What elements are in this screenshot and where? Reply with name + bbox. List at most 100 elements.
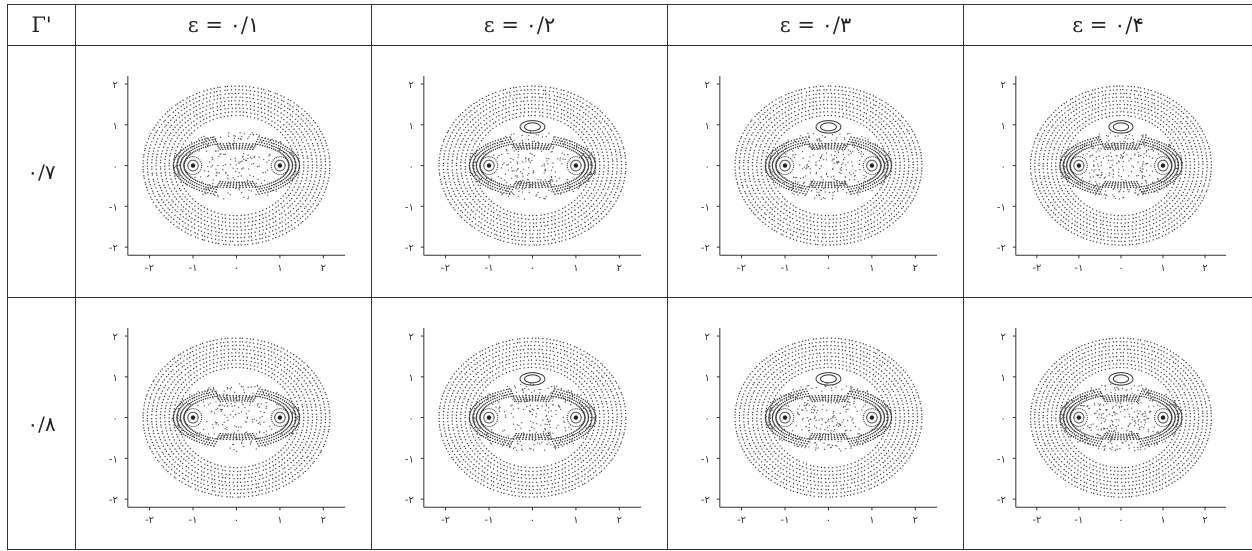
orbit-point bbox=[152, 192, 155, 194]
orbit-point bbox=[564, 106, 566, 108]
orbit-point bbox=[172, 111, 174, 113]
orbit-point bbox=[518, 239, 520, 242]
orbit-point bbox=[857, 232, 860, 234]
orbit-point bbox=[297, 208, 300, 210]
kam-point bbox=[284, 166, 286, 168]
orbit-point bbox=[834, 107, 837, 110]
table-row: ۰/۷ -۲ -۱ ۰ ۱ ۲ ۲ ۱ ۰ -۱ -۲ -۲ -۱ ۰ ۱ ۲ ۲ ۱ ۰ -۱ -۲ -۲ -۱ ۰ ۱… bbox=[7, 44, 1252, 299]
orbit-point bbox=[848, 98, 850, 101]
orbit-point bbox=[759, 192, 761, 195]
orbit-point bbox=[486, 179, 488, 182]
orbit-point bbox=[906, 151, 908, 153]
orbit-point bbox=[471, 131, 473, 134]
orbit-point bbox=[600, 212, 603, 215]
orbit-point bbox=[909, 145, 911, 147]
orbit-point bbox=[456, 175, 459, 177]
orbit-point bbox=[834, 85, 837, 88]
orbit-point bbox=[496, 204, 498, 207]
orbit-point bbox=[564, 102, 566, 104]
chaos-point bbox=[294, 160, 296, 162]
chaos-point bbox=[553, 184, 556, 186]
orbit-point bbox=[316, 161, 318, 163]
orbit-point bbox=[762, 221, 764, 223]
orbit-point bbox=[156, 206, 158, 208]
orbit-point bbox=[857, 240, 859, 242]
orbit-point bbox=[188, 129, 190, 131]
orbit-point bbox=[816, 104, 818, 106]
orbit-point bbox=[528, 148, 531, 150]
orbit-point bbox=[438, 165, 440, 167]
orbit-point bbox=[589, 142, 591, 145]
orbit-point bbox=[538, 85, 540, 87]
chaos-point bbox=[208, 188, 210, 191]
orbit-point bbox=[554, 141, 557, 143]
kam-point bbox=[582, 159, 584, 161]
orbit-point bbox=[819, 100, 821, 102]
orbit-point bbox=[476, 168, 478, 171]
orbit-point bbox=[457, 212, 459, 215]
orbit-point bbox=[514, 182, 516, 185]
kam-point bbox=[275, 156, 277, 159]
orbit-point bbox=[196, 101, 198, 103]
orbit-point bbox=[223, 104, 225, 107]
orbit-point bbox=[869, 102, 872, 104]
orbit-point bbox=[465, 153, 468, 155]
kam-point bbox=[194, 156, 196, 158]
chaos-point bbox=[223, 153, 225, 156]
orbit-point bbox=[163, 184, 165, 186]
orbit-point bbox=[517, 217, 519, 219]
kam-point bbox=[183, 166, 186, 169]
orbit-point bbox=[188, 185, 191, 187]
orbit-point bbox=[248, 184, 250, 187]
orbit-point bbox=[246, 108, 248, 110]
orbit-point bbox=[887, 103, 889, 106]
orbit-point bbox=[169, 126, 171, 128]
orbit-point bbox=[750, 134, 753, 136]
kam-point bbox=[493, 164, 495, 167]
chaos-point bbox=[528, 157, 530, 160]
y-tick-label: ۱ bbox=[705, 121, 710, 132]
orbit-point bbox=[890, 144, 893, 147]
orbit-point bbox=[250, 228, 253, 230]
orbit-point bbox=[734, 169, 736, 171]
orbit-point bbox=[585, 136, 587, 139]
orbit-point bbox=[512, 143, 515, 145]
orbit-point bbox=[910, 182, 912, 184]
chaos-point bbox=[518, 154, 520, 156]
orbit-point bbox=[598, 220, 600, 222]
orbit-point bbox=[561, 240, 563, 242]
orbit-point bbox=[760, 168, 762, 171]
orbit-point bbox=[191, 226, 193, 228]
chaos-point bbox=[517, 195, 520, 197]
orbit-point bbox=[281, 147, 284, 149]
orbit-point bbox=[240, 244, 242, 246]
orbit-point bbox=[194, 215, 197, 217]
chaos-point bbox=[583, 181, 585, 183]
chaos-point bbox=[516, 175, 518, 177]
orbit-point bbox=[583, 212, 585, 214]
orbit-point bbox=[207, 228, 209, 231]
orbit-point bbox=[194, 232, 196, 234]
orbit-point bbox=[898, 141, 901, 144]
orbit-point bbox=[489, 106, 491, 109]
orbit-point bbox=[569, 183, 571, 186]
orbit-point bbox=[460, 168, 462, 170]
chaos-point bbox=[562, 158, 564, 160]
chaos-point bbox=[215, 191, 218, 194]
orbit-point bbox=[314, 122, 316, 124]
orbit-point bbox=[224, 89, 226, 92]
orbit-point bbox=[303, 167, 305, 169]
orbit-point bbox=[490, 214, 492, 217]
orbit-point bbox=[152, 150, 155, 152]
orbit-point bbox=[447, 162, 449, 165]
orbit-point bbox=[590, 169, 592, 171]
orbit-point bbox=[233, 229, 235, 232]
orbit-point bbox=[173, 160, 175, 162]
orbit-point bbox=[259, 144, 262, 146]
orbit-point bbox=[796, 219, 798, 222]
orbit-point bbox=[250, 112, 252, 114]
orbit-point bbox=[283, 181, 286, 183]
orbit-point bbox=[164, 168, 166, 170]
orbit-point bbox=[169, 155, 171, 157]
orbit-point bbox=[262, 209, 264, 212]
